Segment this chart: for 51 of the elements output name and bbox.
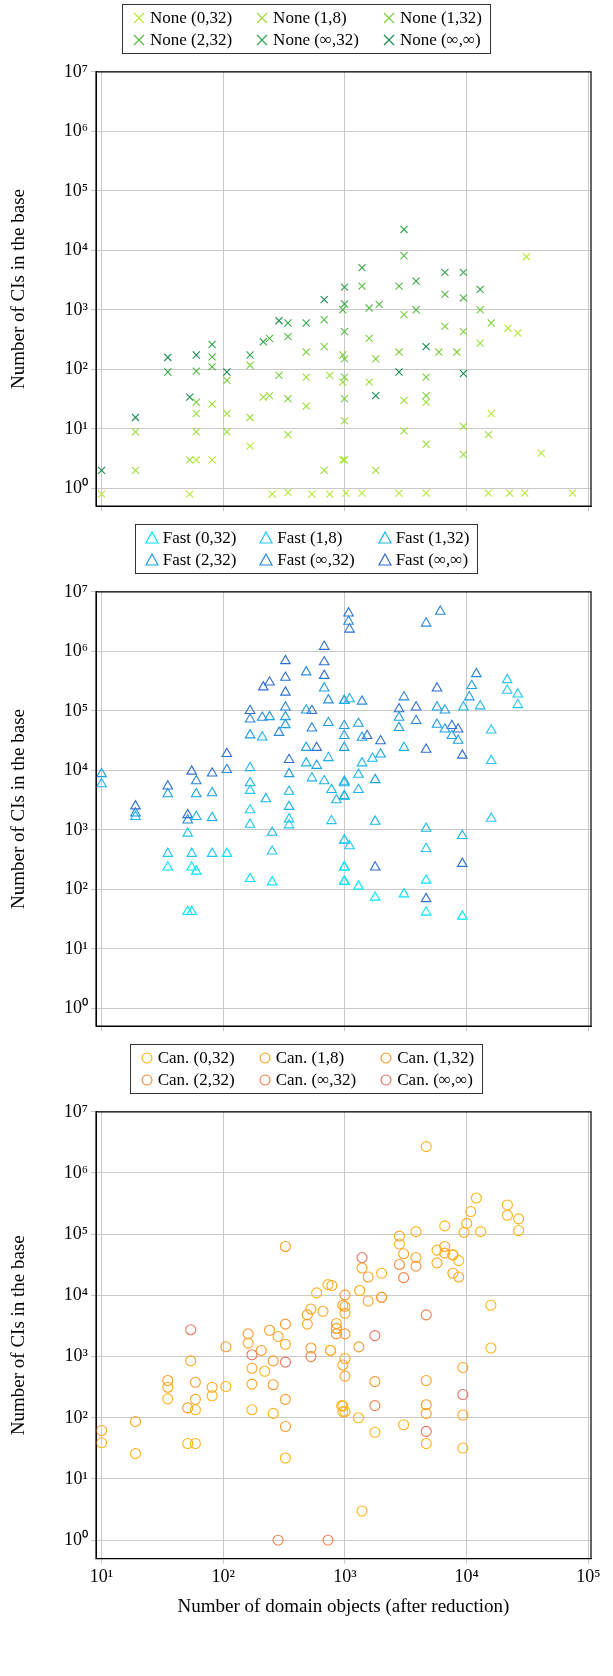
y-tick-label: 10¹ [64,937,88,958]
legend-label: Fast (0,32) [162,528,237,548]
y-tick-label: 10⁴ [63,1284,88,1305]
y-tick-label: 10⁰ [64,1528,88,1549]
y-tick-label: 10² [64,358,88,379]
y-tick-label: 10³ [64,1345,89,1366]
legend-label: None (1,8) [273,8,347,28]
y-axis-title: Number of CIs in the base [7,709,29,909]
legend-label: None (2,32) [149,30,233,50]
legend-label: Fast (1,32) [395,528,470,548]
y-tick-label: 10⁴ [63,759,88,780]
y-tick-label: 10⁵ [63,179,88,200]
y-tick-label: 10⁶ [63,120,88,141]
y-tick-label: 10⁵ [63,1222,88,1243]
y-axis-title: Number of CIs in the base [7,189,29,389]
legend-label: Can. (2,32) [157,1070,235,1090]
y-tick-label: 10² [64,1406,88,1427]
y-tick-label: 10⁷ [63,60,88,81]
legend-label: None (∞,32) [273,30,359,50]
legend-label: Fast (∞,32) [277,550,355,570]
y-tick-label: 10⁰ [64,997,88,1018]
legend-label: Can. (∞,32) [275,1070,357,1090]
y-tick-label: 10⁵ [63,699,88,720]
y-tick-label: 10⁴ [63,239,88,260]
legend-label: None (0,32) [149,8,233,28]
legend-label: Can. (1,8) [275,1048,345,1068]
x-tick-label: 10⁵ [576,1566,601,1587]
x-tick-label: 10¹ [89,1566,114,1587]
legend-label: None (1,32) [399,8,483,28]
x-axis-title: Number of domain objects (after reduction) [177,1594,510,1617]
x-tick-label: 10⁴ [454,1566,479,1587]
legend-label: Can. (0,32) [157,1048,235,1068]
legend-label: Fast (1,8) [277,528,343,548]
x-tick-label: 10³ [333,1566,358,1587]
y-tick-label: 10¹ [64,1467,88,1488]
y-tick-label: 10⁶ [63,640,88,661]
y-tick-label: 10³ [64,818,89,839]
y-tick-label: 10⁶ [63,1161,88,1182]
y-tick-label: 10² [64,878,88,899]
legend-label: Fast (2,32) [162,550,237,570]
legend-label: Can. (1,32) [397,1048,475,1068]
y-tick-label: 10⁷ [63,580,88,601]
legend-label: Fast (∞,∞) [395,550,469,570]
y-tick-label: 10⁰ [64,477,88,498]
y-axis-title: Number of CIs in the base [7,1235,29,1436]
y-tick-label: 10³ [64,298,89,319]
legend-label: None (∞,∞) [399,30,481,50]
y-tick-label: 10¹ [64,417,88,438]
x-tick-label: 10² [211,1566,235,1587]
legend-label: Can. (∞,∞) [397,1070,473,1090]
y-tick-label: 10⁷ [63,1100,88,1121]
